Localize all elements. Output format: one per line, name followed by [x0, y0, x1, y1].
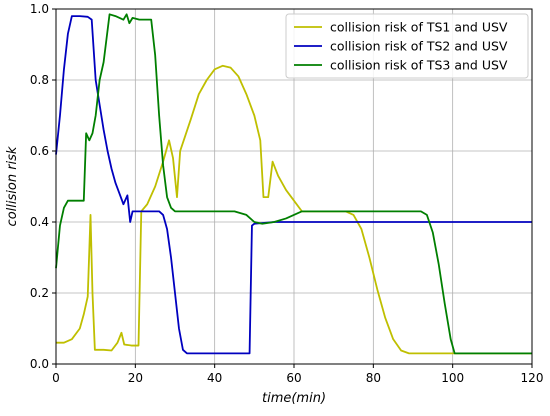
series-line-1 — [56, 64, 532, 355]
y-tick-label: 1.0 — [30, 2, 49, 16]
y-tick-label: 0.8 — [30, 73, 49, 87]
y-tick-label: 0.0 — [30, 357, 49, 371]
x-tick-label: 80 — [366, 371, 381, 385]
legend: collision risk of TS1 and USV collision r… — [285, 13, 529, 79]
series-line-3 — [55, 13, 532, 355]
x-tick-label: 60 — [286, 371, 301, 385]
x-tick-label: 0 — [52, 371, 60, 385]
y-tick-label: 0.4 — [30, 215, 49, 229]
legend-label-1: collision risk of TS1 and USV — [330, 20, 508, 35]
x-tick-label: 100 — [441, 371, 464, 385]
y-axis-label: collision risk — [5, 146, 20, 226]
series-line-2 — [55, 15, 532, 355]
x-tick-label: 20 — [128, 371, 143, 385]
y-tick-label: 0.2 — [30, 286, 49, 300]
axis-ticks: 0 20 40 60 80 100 120 0.0 0.2 0.4 0.6 0.8 1.0 — [30, 2, 544, 385]
x-tick-label: 120 — [521, 371, 544, 385]
x-axis-label: time(min) — [262, 391, 326, 406]
legend-label-3: collision risk of TS3 and USV — [330, 58, 508, 73]
y-tick-label: 0.6 — [30, 144, 49, 158]
legend-box — [285, 13, 529, 79]
legend-label-2: collision risk of TS2 and USV — [330, 39, 508, 54]
x-tick-label: 40 — [207, 371, 222, 385]
series-lines — [55, 13, 532, 355]
